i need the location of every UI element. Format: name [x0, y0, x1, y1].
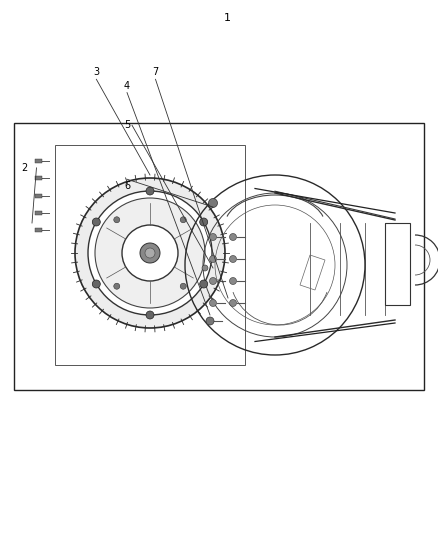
Circle shape	[209, 233, 216, 240]
Circle shape	[230, 300, 237, 306]
Text: 1: 1	[224, 13, 231, 23]
Bar	[35, 228, 42, 232]
Circle shape	[114, 283, 120, 289]
Circle shape	[208, 198, 218, 207]
Circle shape	[146, 187, 154, 195]
Circle shape	[230, 255, 237, 262]
Circle shape	[200, 280, 208, 288]
Text: 5: 5	[124, 120, 130, 130]
Bar	[35, 159, 42, 163]
Circle shape	[180, 217, 186, 223]
Circle shape	[180, 283, 186, 289]
Text: 4: 4	[124, 80, 130, 91]
Bar	[35, 194, 42, 198]
Circle shape	[114, 217, 120, 223]
Circle shape	[92, 218, 100, 226]
Circle shape	[92, 280, 100, 288]
Circle shape	[140, 243, 160, 263]
Circle shape	[209, 300, 216, 306]
Circle shape	[209, 255, 216, 262]
Circle shape	[209, 278, 216, 285]
Text: 3: 3	[93, 67, 99, 77]
Text: 6: 6	[124, 181, 130, 191]
Circle shape	[146, 311, 154, 319]
Bar	[55, 145, 245, 365]
Bar	[385, 223, 410, 305]
Circle shape	[145, 248, 155, 258]
Circle shape	[230, 278, 237, 285]
Circle shape	[230, 233, 237, 240]
Circle shape	[200, 218, 208, 226]
Circle shape	[206, 317, 214, 325]
Bar	[35, 211, 42, 215]
Text: 7: 7	[152, 67, 159, 77]
Circle shape	[202, 265, 208, 271]
Bar	[35, 176, 42, 180]
Text: 2: 2	[21, 163, 27, 173]
Bar	[14, 123, 424, 390]
